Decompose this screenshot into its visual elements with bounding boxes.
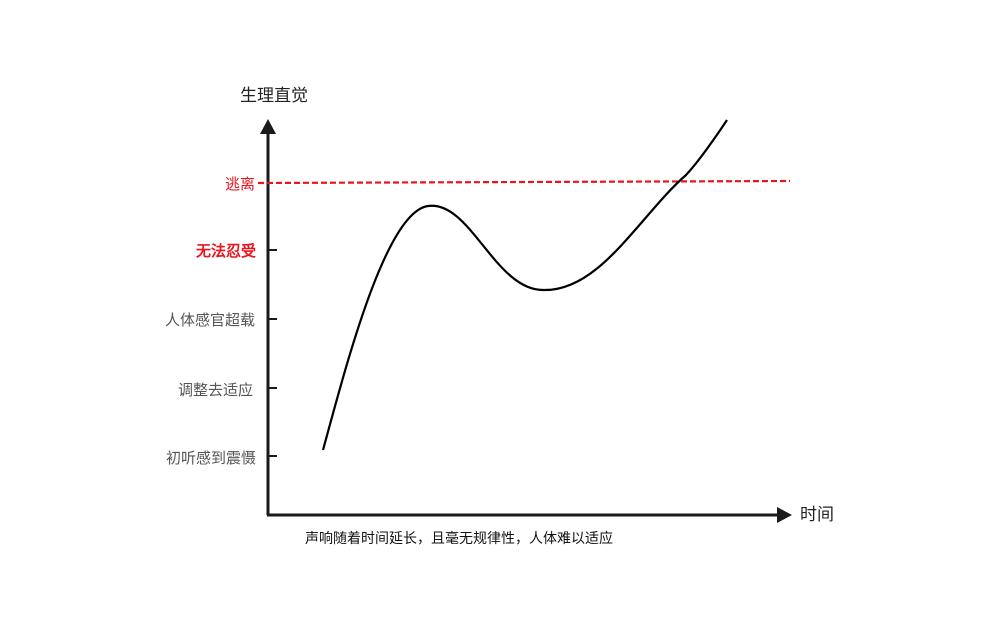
level-label-escape: 逃离	[225, 175, 255, 193]
y-axis-title: 生理直觉	[240, 86, 308, 106]
caption: 声响随着时间延长，且毫无规律性，人体难以适应	[305, 530, 613, 547]
level-label-shock: 初听感到震慑	[166, 449, 256, 467]
level-label-overload: 人体感官超载	[165, 311, 255, 329]
y-axis-arrow-icon	[260, 119, 276, 134]
x-axis-arrow-icon	[777, 507, 792, 523]
x-axis-title: 时间	[800, 505, 834, 525]
response-curve	[321, 119, 728, 451]
level-label-unbearable: 无法忍受	[195, 242, 256, 260]
level-label-adjust: 调整去适应	[178, 381, 253, 399]
threshold-line	[257, 179, 791, 185]
